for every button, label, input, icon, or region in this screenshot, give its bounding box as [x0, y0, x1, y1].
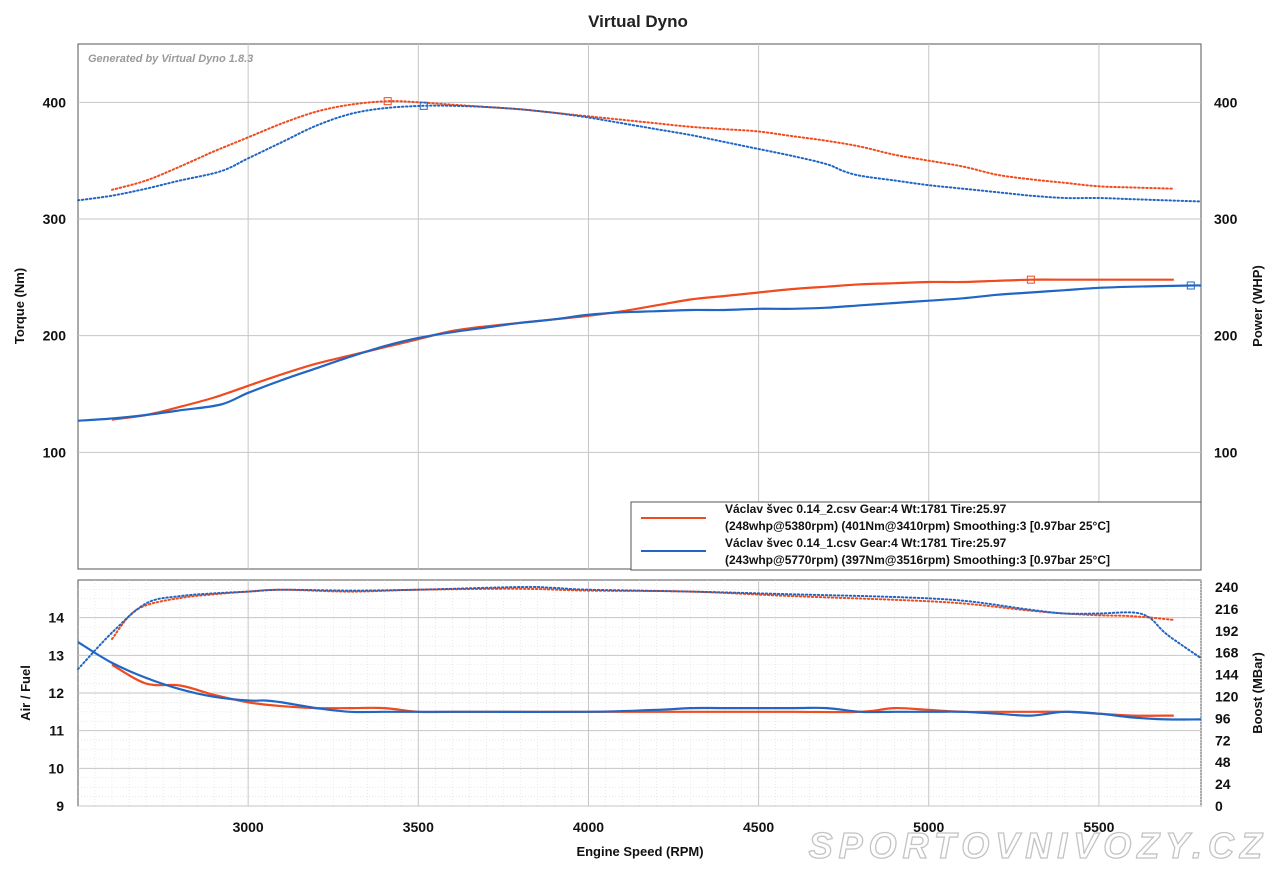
air-fuel-tick-label: 10 [48, 760, 64, 776]
boost-tick-label: 24 [1215, 776, 1231, 792]
boost-tick-label: 192 [1215, 623, 1239, 639]
upper-grid [78, 44, 1201, 569]
rpm-tick-label: 5500 [1083, 819, 1114, 835]
air-fuel-axis-label: Air / Fuel [18, 665, 33, 721]
boost-tick-label: 96 [1215, 710, 1231, 726]
power-tick-label: 200 [1214, 328, 1238, 344]
air-fuel-tick-label: 14 [48, 610, 64, 626]
power-tick-label: 300 [1214, 211, 1238, 227]
boost-axis-label: Boost (MBar) [1250, 652, 1265, 734]
boost-tick-label: 48 [1215, 754, 1231, 770]
air-fuel-tick-label: 11 [49, 723, 64, 739]
power-axis-label: Power (WHP) [1250, 265, 1265, 347]
boost-tick-label: 0 [1215, 798, 1223, 814]
series-run-1-power [77, 284, 1202, 422]
boost-tick-label: 240 [1215, 579, 1239, 595]
legend-box [630, 501, 1202, 571]
legend: Václav švec 0.14_2.csv Gear:4 Wt:1781 Ti… [630, 501, 1202, 571]
torque-tick-label: 200 [43, 328, 67, 344]
upper-tick-labels: 100 200 300 400 100 200 300 400 [43, 94, 1238, 460]
series-run-1-afr [77, 641, 1202, 721]
series-run-1-torque [77, 104, 1202, 203]
torque-tick-label: 300 [43, 211, 67, 227]
air-fuel-tick-label: 9 [56, 798, 64, 814]
lower-tick-labels: 9 10 11 12 13 14 0 24 48 72 96 120 144 168 192 216 240 30… [48, 579, 1238, 835]
watermark: SPORTOVNIVOZY.CZ [809, 825, 1268, 866]
x-axis-label: Engine Speed (RPM) [576, 844, 703, 859]
rpm-tick-label: 4000 [573, 819, 604, 835]
series-run-2-boost [111, 587, 1175, 640]
torque-tick-label: 400 [43, 94, 67, 110]
peak-marker-run-1-torque [419, 101, 428, 110]
rpm-tick-label: 3000 [233, 819, 264, 835]
peak-marker-run-2-power [1026, 275, 1035, 284]
generated-by-label: Generated by Virtual Dyno 1.8.3 [88, 53, 253, 65]
air-fuel-tick-label: 12 [48, 685, 64, 701]
legend-run-2-line1: Václav švec 0.14_2.csv Gear:4 Wt:1781 Ti… [725, 502, 1007, 516]
boost-tick-label: 120 [1215, 689, 1239, 705]
legend-run-1-line1: Václav švec 0.14_1.csv Gear:4 Wt:1781 Ti… [725, 536, 1007, 550]
boost-tick-label: 216 [1215, 601, 1239, 617]
boost-tick-label: 144 [1215, 667, 1239, 683]
boost-tick-label: 168 [1215, 645, 1239, 661]
lower-grid [78, 580, 1202, 807]
power-tick-label: 400 [1214, 94, 1238, 110]
chart-title: Virtual Dyno [588, 12, 688, 31]
power-tick-label: 100 [1214, 444, 1238, 460]
air-fuel-tick-label: 13 [48, 647, 64, 663]
upper-plot-area [77, 43, 1202, 570]
series-run-2-torque [111, 100, 1175, 191]
torque-axis-label: Torque (Nm) [12, 268, 27, 344]
rpm-tick-label: 4500 [743, 819, 774, 835]
legend-run-1-line2: (243whp@5770rpm) (397Nm@3516rpm) Smoothi… [725, 553, 1110, 567]
peak-marker-run-1-power [1186, 281, 1195, 290]
rpm-tick-label: 5000 [913, 819, 944, 835]
rpm-tick-label: 3500 [403, 819, 434, 835]
upper-series [77, 97, 1202, 422]
boost-tick-label: 72 [1215, 732, 1231, 748]
torque-tick-label: 100 [43, 444, 67, 460]
series-run-1-boost [77, 585, 1202, 671]
series-run-2-power [111, 278, 1174, 421]
peak-marker-run-2-torque [383, 97, 392, 106]
legend-run-2-line2: (248whp@5380rpm) (401Nm@3410rpm) Smoothi… [725, 519, 1110, 533]
lower-series [77, 585, 1202, 721]
